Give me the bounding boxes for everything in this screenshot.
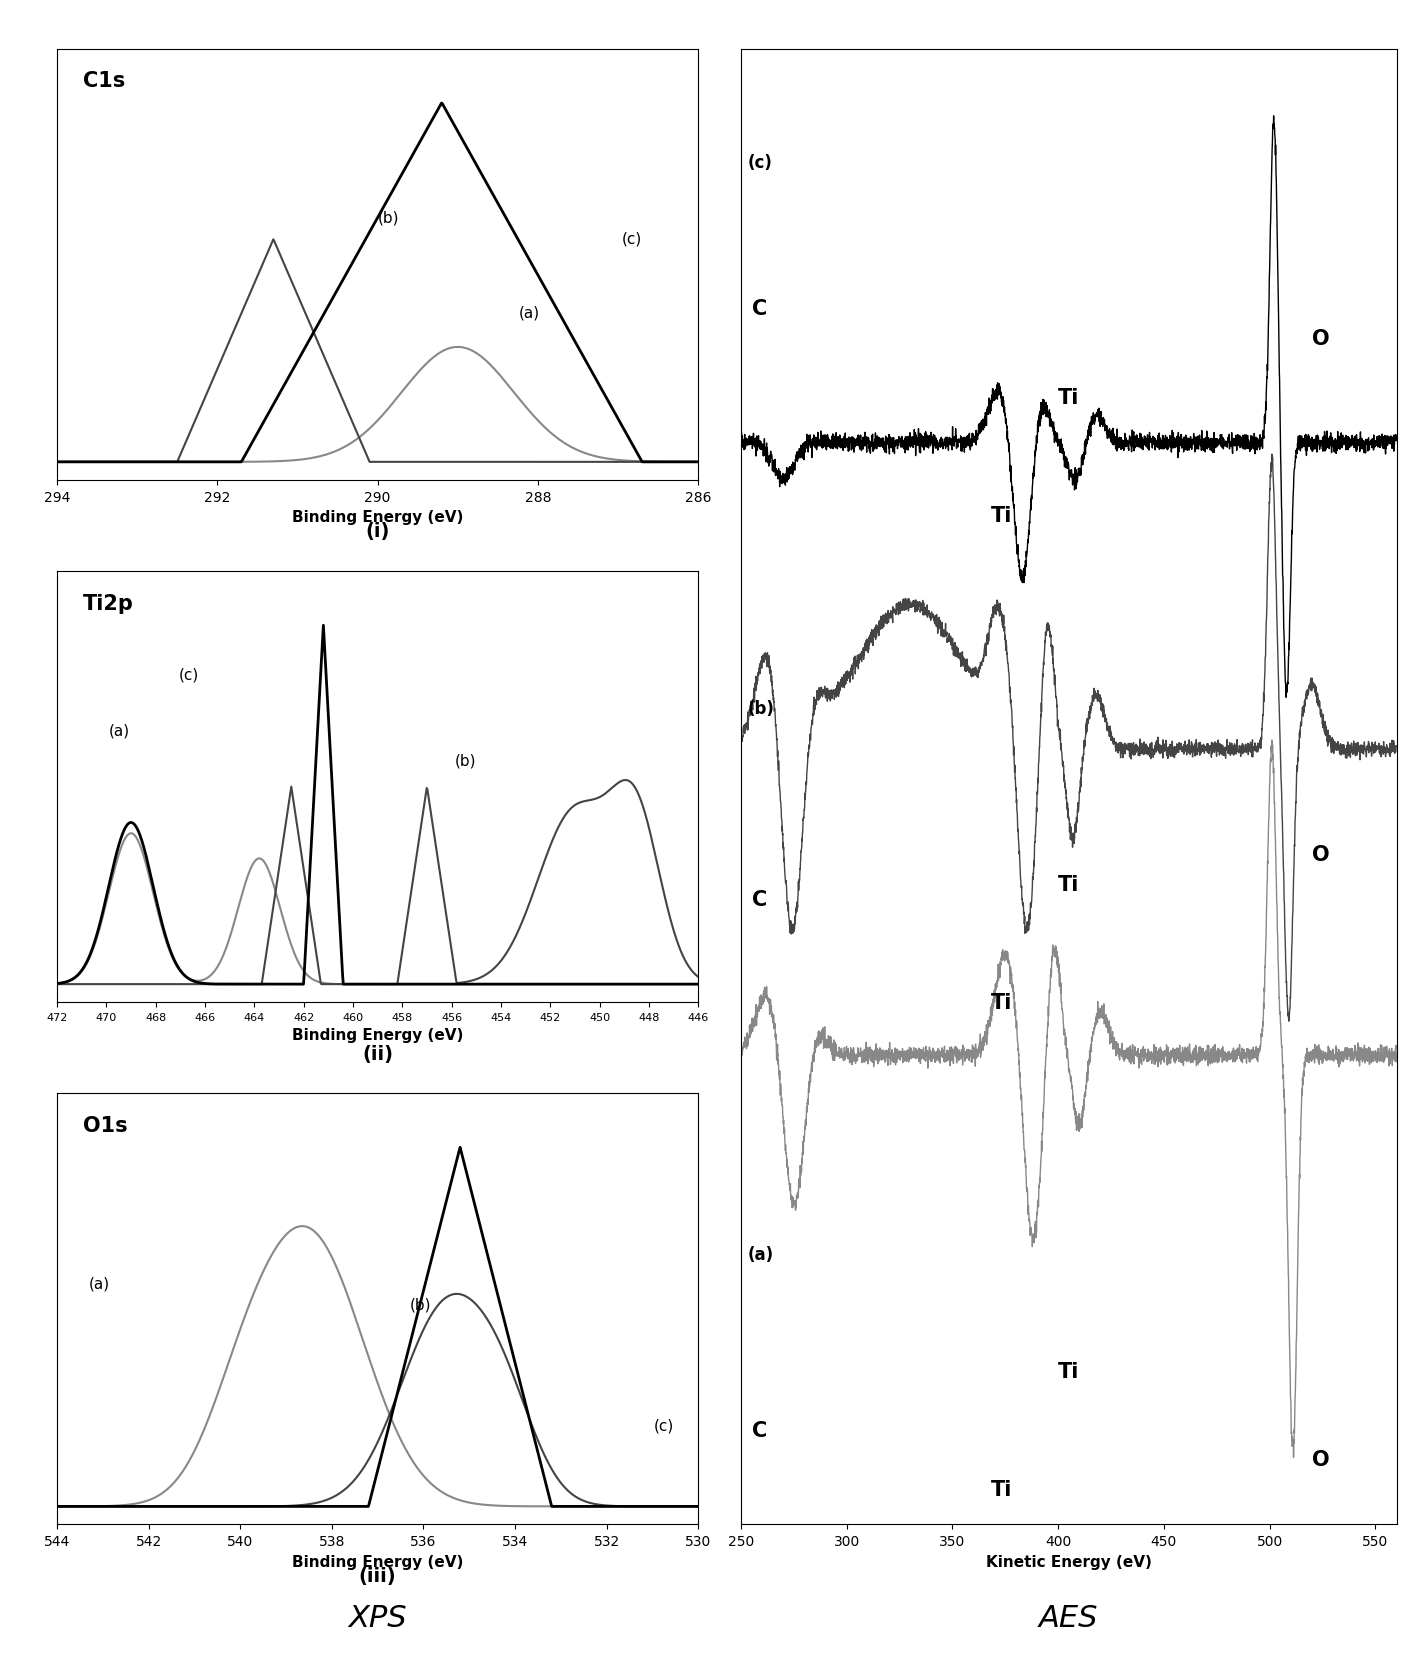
Text: Ti2p: Ti2p	[83, 593, 134, 613]
Text: O1s: O1s	[83, 1115, 127, 1135]
Text: (a): (a)	[748, 1244, 774, 1263]
Text: (a): (a)	[519, 305, 540, 320]
Text: (i): (i)	[365, 522, 390, 540]
Text: Ti: Ti	[990, 993, 1012, 1012]
X-axis label: Binding Energy (eV): Binding Energy (eV)	[292, 1027, 463, 1042]
Text: O: O	[1312, 1450, 1330, 1470]
Text: O: O	[1312, 328, 1330, 348]
Text: (b): (b)	[455, 754, 476, 769]
Text: (iii): (iii)	[359, 1566, 396, 1584]
Text: (c): (c)	[621, 232, 641, 247]
Text: (b): (b)	[748, 699, 774, 717]
Text: (c): (c)	[748, 154, 772, 172]
Text: C: C	[751, 1420, 767, 1440]
Text: XPS: XPS	[348, 1604, 408, 1632]
Text: (a): (a)	[88, 1276, 110, 1291]
Text: Ti: Ti	[1059, 1360, 1080, 1380]
X-axis label: Binding Energy (eV): Binding Energy (eV)	[292, 510, 463, 525]
Text: Ti: Ti	[990, 505, 1012, 525]
Text: C: C	[751, 300, 767, 320]
Text: (c): (c)	[180, 668, 200, 683]
Text: (b): (b)	[410, 1297, 432, 1312]
Text: Ti: Ti	[1059, 388, 1080, 408]
Text: (a): (a)	[108, 724, 130, 739]
Text: AES: AES	[1039, 1604, 1099, 1632]
Text: (c): (c)	[653, 1418, 674, 1433]
Text: (ii): (ii)	[362, 1044, 393, 1062]
Text: C1s: C1s	[83, 71, 125, 91]
Text: O: O	[1312, 845, 1330, 865]
Text: Ti: Ti	[990, 1480, 1012, 1500]
X-axis label: Binding Energy (eV): Binding Energy (eV)	[292, 1554, 463, 1569]
Text: (b): (b)	[378, 210, 399, 225]
Text: C: C	[751, 890, 767, 910]
X-axis label: Kinetic Energy (eV): Kinetic Energy (eV)	[986, 1554, 1151, 1569]
Text: Ti: Ti	[1059, 875, 1080, 895]
